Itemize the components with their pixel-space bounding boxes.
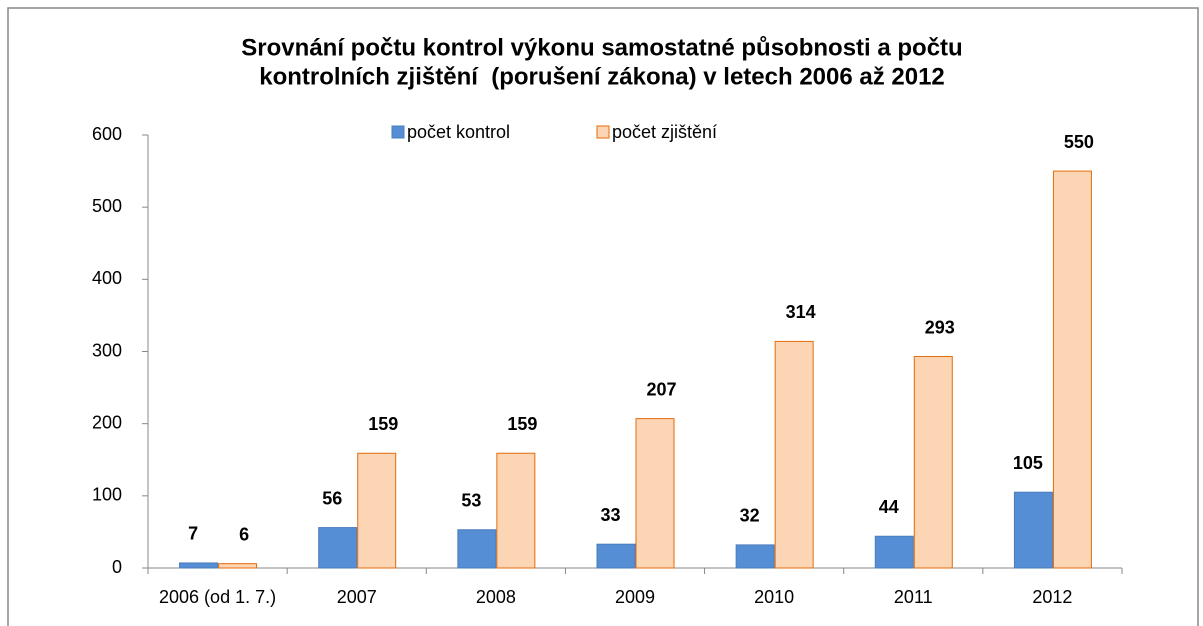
legend-label: počet zjištění: [612, 122, 717, 142]
x-tick-label: 2011: [894, 587, 933, 607]
chart-title: Srovnání počtu kontrol výkonu samostatné…: [241, 34, 962, 61]
x-tick-label: 2009: [615, 587, 655, 607]
x-tick-label: 2006 (od 1. 7.): [159, 587, 276, 607]
x-tick-label: 2010: [754, 587, 794, 607]
data-label: 550: [1064, 132, 1094, 152]
x-tick-label: 2007: [337, 587, 377, 607]
y-tick-label: 200: [92, 412, 122, 432]
legend-swatch: [391, 125, 405, 139]
data-label: 105: [1013, 453, 1043, 473]
data-label: 32: [740, 506, 760, 526]
chart-frame: [7, 7, 1199, 626]
data-label: 6: [239, 524, 249, 544]
data-label: 53: [461, 491, 481, 511]
data-label: 159: [507, 414, 537, 434]
data-label: 159: [368, 414, 398, 434]
y-tick-label: 100: [92, 485, 122, 505]
data-label: 293: [925, 317, 955, 337]
bar: [635, 418, 675, 569]
data-label: 7: [188, 524, 198, 544]
data-label: 44: [879, 497, 899, 517]
y-tick-label: 600: [92, 124, 122, 144]
bar: [179, 562, 219, 569]
data-label: 314: [786, 302, 816, 322]
y-tick-label: 0: [112, 557, 122, 577]
bar: [357, 452, 397, 569]
y-tick-label: 300: [92, 340, 122, 360]
legend-label: počet kontrol: [407, 122, 510, 142]
bar: [1013, 491, 1053, 569]
bar: [774, 340, 814, 569]
bar: [913, 356, 953, 569]
chart-title: kontrolních zjištění (porušení zákona) v…: [259, 63, 945, 90]
bar: [596, 543, 636, 569]
x-tick-label: 2008: [476, 587, 516, 607]
bar: [874, 535, 914, 569]
bar: [318, 527, 358, 569]
bar: [218, 563, 258, 569]
legend-swatch: [596, 125, 610, 139]
y-tick-label: 400: [92, 268, 122, 288]
x-tick-label: 2012: [1032, 587, 1072, 607]
y-tick-label: 500: [92, 196, 122, 216]
bar: [735, 544, 775, 569]
bar: [457, 529, 497, 569]
data-label: 56: [322, 488, 342, 508]
data-label: 33: [600, 505, 620, 525]
data-label: 207: [646, 379, 676, 399]
bar: [496, 452, 536, 569]
bar: [1052, 170, 1092, 569]
